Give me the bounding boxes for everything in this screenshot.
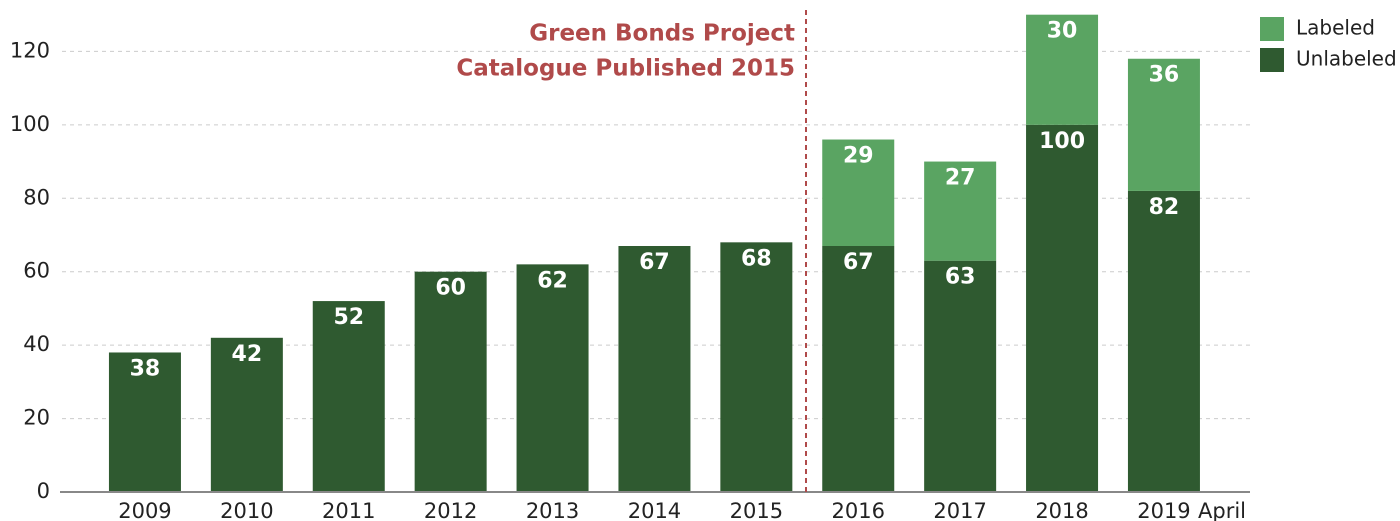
value-label: 67	[639, 250, 670, 275]
annotation: Catalogue Published 2015	[456, 56, 795, 82]
legend-label: Unlabeled	[1296, 47, 1397, 71]
bar-segment	[618, 246, 691, 492]
y-tick-label: 20	[23, 406, 50, 430]
y-tick-label: 40	[23, 332, 50, 356]
bar-segment	[924, 260, 997, 492]
y-tick-label: 60	[23, 259, 50, 283]
bar-segment	[108, 352, 181, 492]
bar-segment	[822, 246, 895, 492]
value-label: 29	[843, 144, 874, 169]
annotation: Green Bonds Project	[529, 21, 795, 47]
value-label: 100	[1039, 129, 1085, 154]
annotation: April	[1198, 499, 1246, 521]
bar-segment	[312, 301, 385, 492]
value-label: 36	[1149, 63, 1180, 88]
x-tick-label: 2011	[322, 499, 375, 521]
y-tick-label: 100	[10, 112, 50, 136]
x-tick-label: 2019	[1137, 499, 1190, 521]
bar-segment	[1026, 14, 1099, 125]
legend-swatch	[1260, 48, 1284, 72]
legend-label: Labeled	[1296, 16, 1375, 40]
bar-segment	[1127, 58, 1200, 191]
value-label: 38	[130, 356, 161, 381]
x-tick-label: 2014	[628, 499, 681, 521]
value-label: 60	[435, 276, 466, 301]
value-label: 52	[333, 305, 364, 330]
x-tick-label: 2010	[220, 499, 273, 521]
bar-segment	[1026, 124, 1099, 493]
value-label: 27	[945, 166, 976, 191]
y-tick-label: 0	[37, 479, 50, 503]
bar-segment	[210, 337, 283, 492]
x-tick-label: 2009	[118, 499, 171, 521]
y-tick-label: 120	[10, 38, 50, 62]
x-tick-label: 2018	[1035, 499, 1088, 521]
bar-segment	[516, 264, 589, 492]
bar-segment	[414, 271, 487, 492]
x-tick-label: 2017	[933, 499, 986, 521]
bar-segment	[720, 242, 793, 492]
x-tick-label: 2013	[526, 499, 579, 521]
legend-swatch	[1260, 17, 1284, 41]
value-label: 63	[945, 265, 976, 290]
bar-segment	[924, 161, 997, 261]
value-label: 82	[1149, 195, 1180, 220]
x-tick-label: 2012	[424, 499, 477, 521]
value-label: 68	[741, 246, 772, 271]
bar-segment	[1127, 190, 1200, 493]
y-tick-label: 80	[23, 185, 50, 209]
value-label: 62	[537, 268, 568, 293]
x-tick-label: 2016	[832, 499, 885, 521]
x-tick-label: 2015	[730, 499, 783, 521]
value-label: 42	[232, 342, 263, 367]
value-label: 30	[1047, 19, 1078, 44]
value-label: 67	[843, 250, 874, 275]
bar-segment	[822, 139, 895, 246]
